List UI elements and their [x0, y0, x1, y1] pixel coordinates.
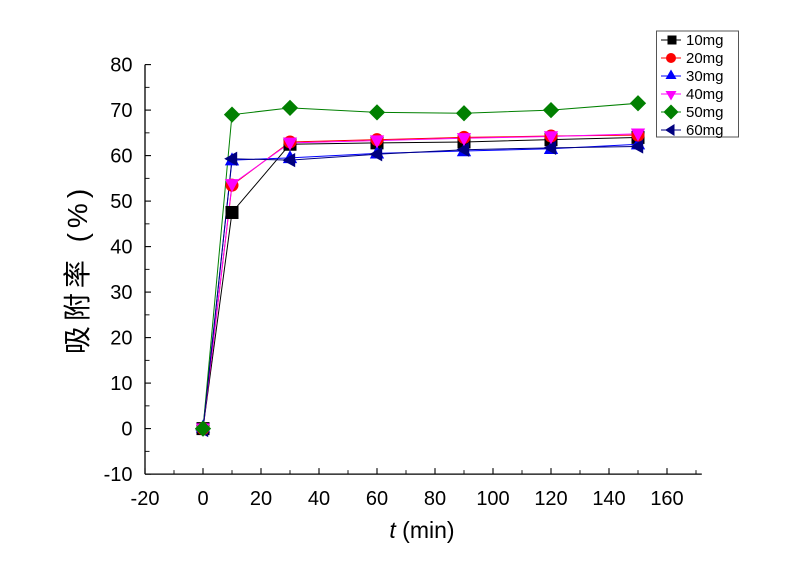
svg-text:80: 80 — [424, 488, 446, 510]
svg-text:30: 30 — [110, 282, 132, 304]
svg-text:60: 60 — [366, 488, 388, 510]
svg-text:160: 160 — [650, 488, 683, 510]
svg-text:60mg: 60mg — [686, 122, 724, 139]
svg-text:20mg: 20mg — [686, 50, 724, 67]
svg-text:0: 0 — [197, 488, 208, 510]
svg-text:50: 50 — [110, 191, 132, 213]
svg-text:40mg: 40mg — [686, 86, 724, 103]
svg-text:10mg: 10mg — [686, 32, 724, 49]
svg-text:0: 0 — [121, 419, 132, 441]
svg-text:100: 100 — [476, 488, 509, 510]
svg-text:吸附率 (%): 吸附率 (%) — [62, 184, 93, 354]
svg-text:40: 40 — [110, 237, 132, 259]
svg-text:120: 120 — [534, 488, 567, 510]
svg-text:-10: -10 — [104, 464, 133, 486]
svg-text:20: 20 — [110, 328, 132, 350]
svg-text:30mg: 30mg — [686, 68, 724, 85]
svg-text:20: 20 — [250, 488, 272, 510]
svg-text:10: 10 — [110, 373, 132, 395]
svg-text:80: 80 — [110, 55, 132, 77]
svg-text:70: 70 — [110, 100, 132, 122]
svg-text:60: 60 — [110, 146, 132, 168]
svg-text:40: 40 — [308, 488, 330, 510]
svg-text:t (min): t (min) — [389, 517, 454, 543]
svg-text:50mg: 50mg — [686, 104, 724, 121]
svg-text:-20: -20 — [131, 488, 160, 510]
svg-text:140: 140 — [592, 488, 625, 510]
